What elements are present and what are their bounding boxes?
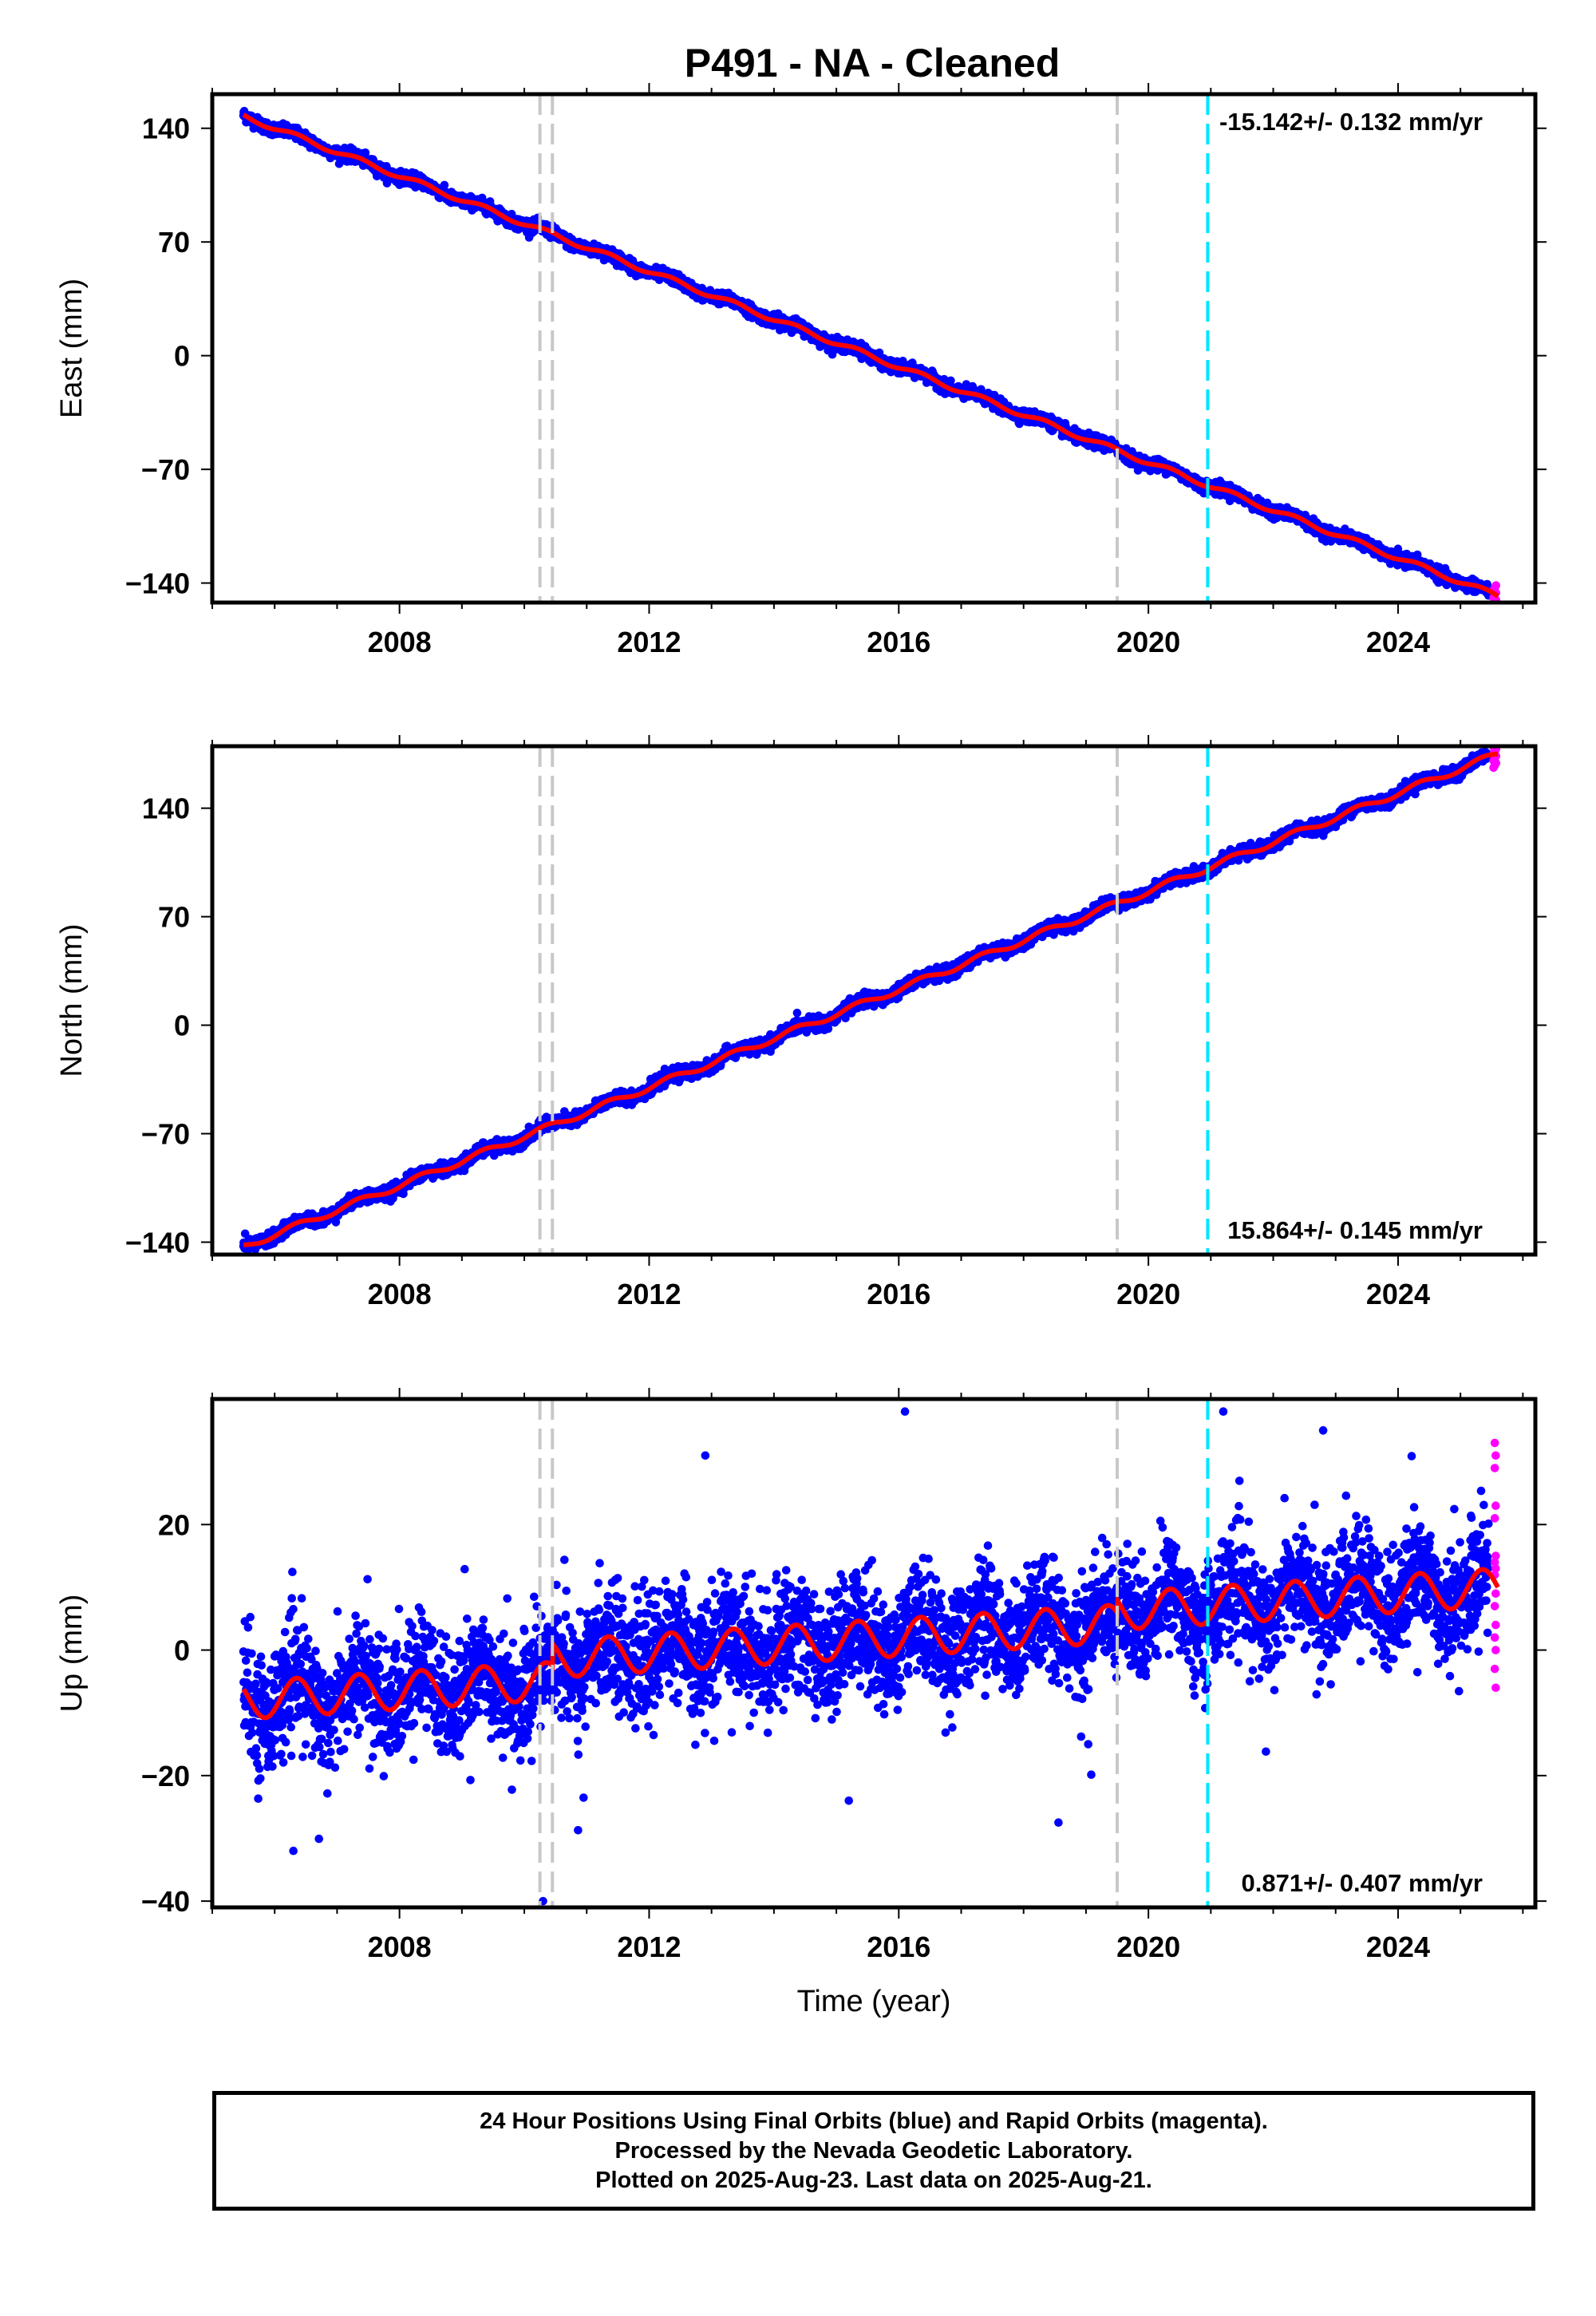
- x-tick-label: 2008: [368, 626, 432, 658]
- panel-east: 2008 2012 2016 2020 2024 140 70 0 −70 −140 East (m…: [55, 83, 1547, 658]
- rapid-point: [1489, 608, 1498, 617]
- data-point: [440, 180, 449, 190]
- y-tick-label: −70: [141, 453, 190, 486]
- figure-title: P491 - NA - Cleaned: [685, 41, 1061, 85]
- y-tick-label: −140: [125, 567, 190, 600]
- east-rapid-orbit-points: [1489, 581, 1501, 617]
- north-plot-area: [239, 746, 1501, 1255]
- east-model-fit-line: [242, 113, 1499, 599]
- x-tick-label: 2024: [1366, 626, 1430, 658]
- rapid-point: [1491, 581, 1501, 590]
- x-tick-label: 2016: [867, 626, 930, 658]
- y-tick-label: 0: [174, 340, 190, 373]
- x-tick-label: 2020: [1116, 626, 1180, 658]
- rapid-point: [1491, 606, 1499, 615]
- data-point: [361, 148, 370, 157]
- east-velocity-label: -15.142+/- 0.132 mm/yr: [1219, 108, 1483, 136]
- x-tick-label: 2012: [617, 626, 681, 658]
- y-tick-label: 140: [142, 113, 190, 145]
- y-tick-label: 70: [158, 226, 190, 259]
- east-y-axis-label: East (mm): [55, 279, 89, 418]
- east-plot-area: [239, 106, 1501, 617]
